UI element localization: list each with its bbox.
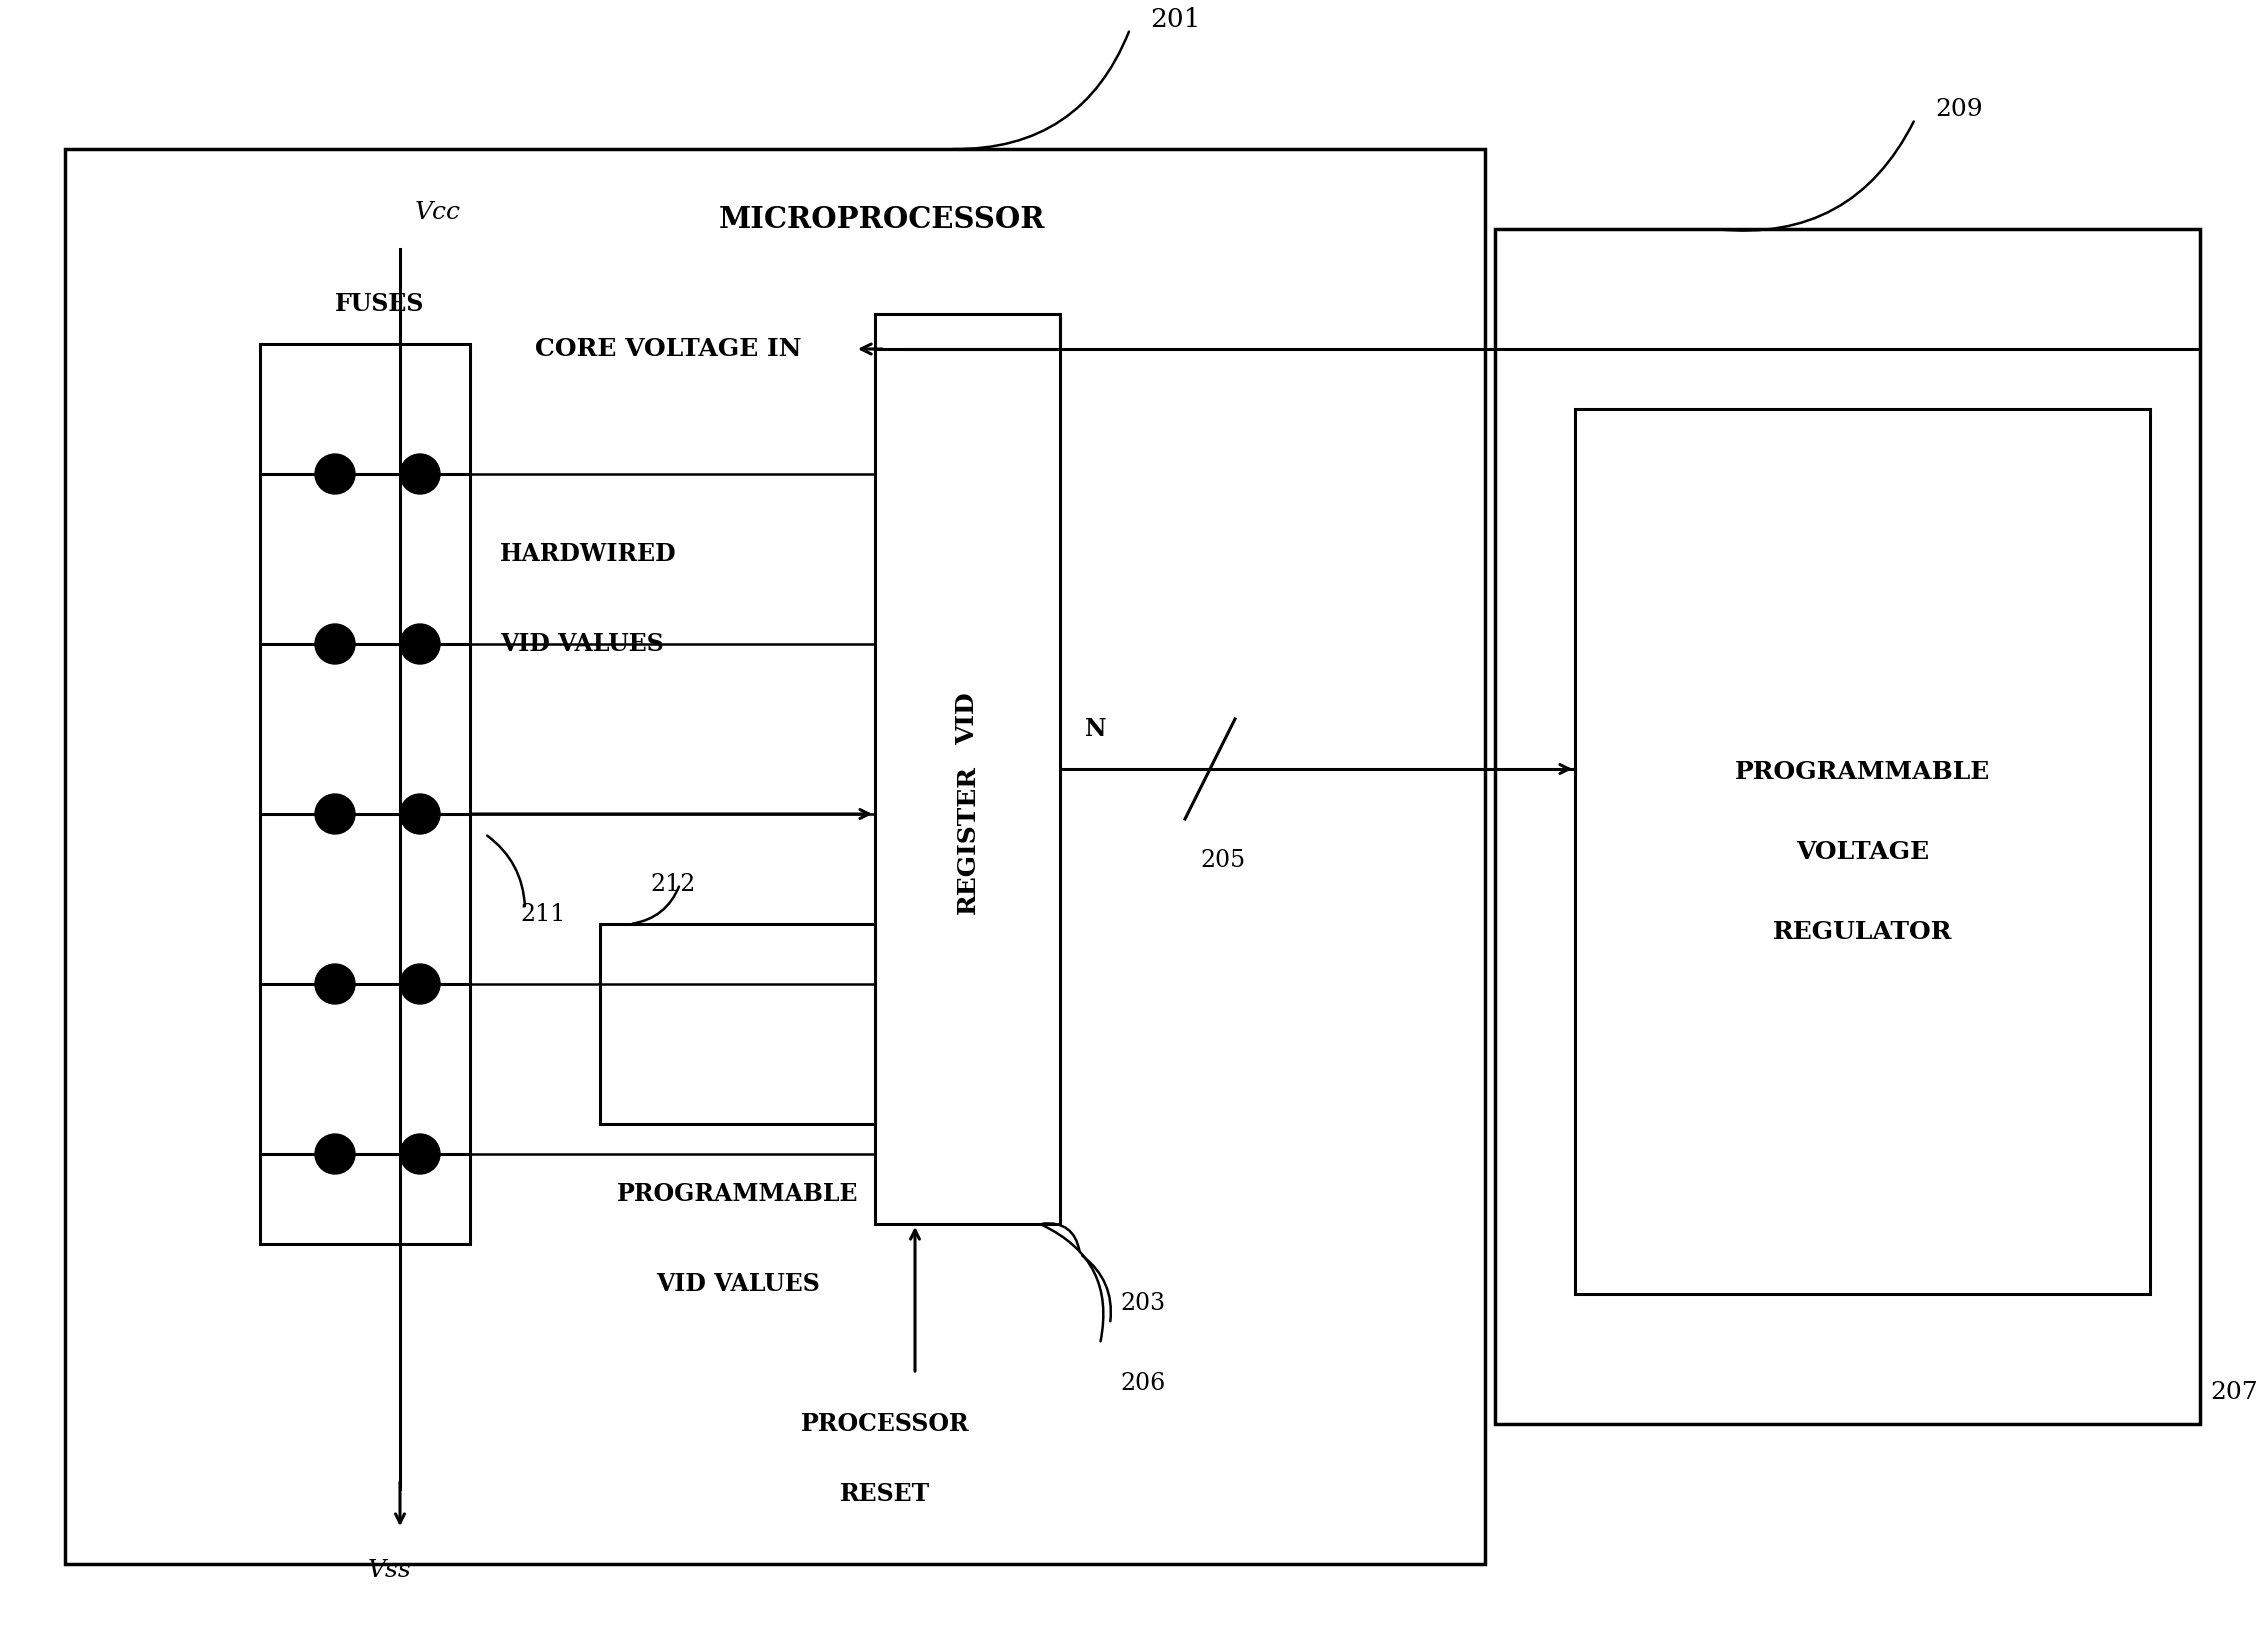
Text: REGISTER: REGISTER (956, 764, 979, 914)
Text: 205: 205 (1200, 848, 1245, 871)
Bar (875, 314, 1060, 1225)
Text: CORE VOLTAGE IN: CORE VOLTAGE IN (536, 337, 802, 362)
Text: 209: 209 (1935, 97, 1982, 120)
Text: HARDWIRED: HARDWIRED (499, 543, 676, 566)
Bar (599, 924, 875, 1124)
Text: RESET: RESET (841, 1481, 931, 1506)
Bar (1496, 229, 2199, 1424)
Circle shape (314, 963, 355, 1004)
Text: VID VALUES: VID VALUES (655, 1272, 820, 1295)
Circle shape (400, 1134, 441, 1174)
Text: 212: 212 (651, 873, 696, 896)
Text: MICROPROCESSOR: MICROPROCESSOR (719, 204, 1044, 233)
Text: VID VALUES: VID VALUES (499, 631, 664, 656)
Circle shape (400, 625, 441, 664)
Bar (260, 344, 470, 1245)
Text: 211: 211 (520, 903, 565, 926)
Text: 206: 206 (1121, 1373, 1166, 1396)
Text: VID: VID (956, 692, 979, 745)
Text: REGULATOR: REGULATOR (1772, 919, 1953, 944)
Text: PROCESSOR: PROCESSOR (800, 1412, 970, 1435)
Text: PROGRAMMABLE: PROGRAMMABLE (617, 1182, 859, 1207)
Text: Vcc: Vcc (416, 201, 461, 224)
Text: VOLTAGE: VOLTAGE (1797, 840, 1930, 863)
Circle shape (314, 454, 355, 493)
Text: FUSES: FUSES (334, 293, 425, 316)
Circle shape (400, 963, 441, 1004)
Circle shape (314, 625, 355, 664)
Circle shape (314, 794, 355, 834)
Text: N: N (1085, 717, 1107, 741)
Text: PROGRAMMABLE: PROGRAMMABLE (1736, 760, 1991, 784)
Circle shape (314, 1134, 355, 1174)
Text: 201: 201 (1150, 7, 1200, 31)
Bar (1575, 409, 2149, 1294)
Circle shape (400, 454, 441, 493)
Circle shape (400, 794, 441, 834)
Text: 203: 203 (1121, 1292, 1166, 1315)
Text: Vss: Vss (368, 1559, 411, 1582)
Bar (66, 150, 1485, 1563)
Text: 207: 207 (2210, 1381, 2258, 1404)
